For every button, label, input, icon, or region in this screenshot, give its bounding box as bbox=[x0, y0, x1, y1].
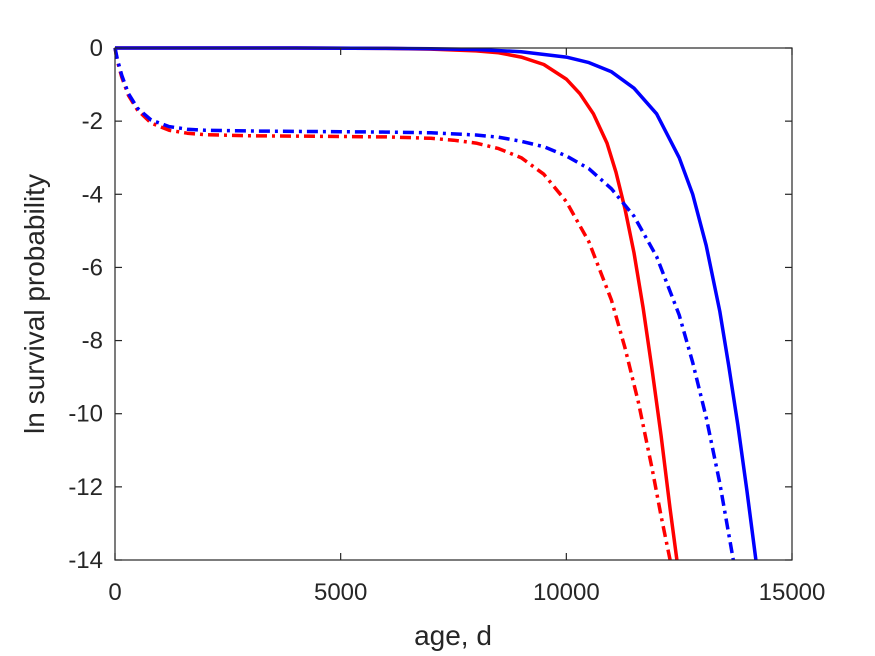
y-tick-label: 0 bbox=[90, 35, 103, 62]
x-tick-label: 10000 bbox=[533, 579, 600, 606]
y-tick-label: -12 bbox=[68, 474, 103, 501]
x-tick-label: 5000 bbox=[314, 579, 367, 606]
y-tick-label: -10 bbox=[68, 401, 103, 428]
y-tick-label: -8 bbox=[82, 328, 103, 355]
y-axis-title: ln survival probability bbox=[19, 174, 50, 434]
plot-frame bbox=[114, 47, 793, 561]
y-tick-label: -2 bbox=[82, 108, 103, 135]
axis-ticks bbox=[114, 47, 793, 561]
x-tick-label: 15000 bbox=[759, 579, 826, 606]
series-red-dashdot bbox=[113, 47, 672, 561]
x-tick-label: 0 bbox=[108, 579, 121, 606]
y-tick-label: -6 bbox=[82, 254, 103, 281]
x-axis-title: age, d bbox=[414, 620, 492, 651]
x-tick-labels: 0 5000 10000 15000 bbox=[108, 579, 825, 606]
y-tick-label: -4 bbox=[82, 181, 103, 208]
y-tick-labels: 0 -2 -4 -6 -8 -10 -12 -14 bbox=[68, 35, 103, 574]
series-red-solid bbox=[115, 46, 679, 561]
series-blue-solid bbox=[115, 46, 758, 561]
series-blue-dashdot bbox=[113, 47, 736, 561]
plot-lines bbox=[113, 46, 758, 561]
y-tick-label: -14 bbox=[68, 547, 103, 574]
